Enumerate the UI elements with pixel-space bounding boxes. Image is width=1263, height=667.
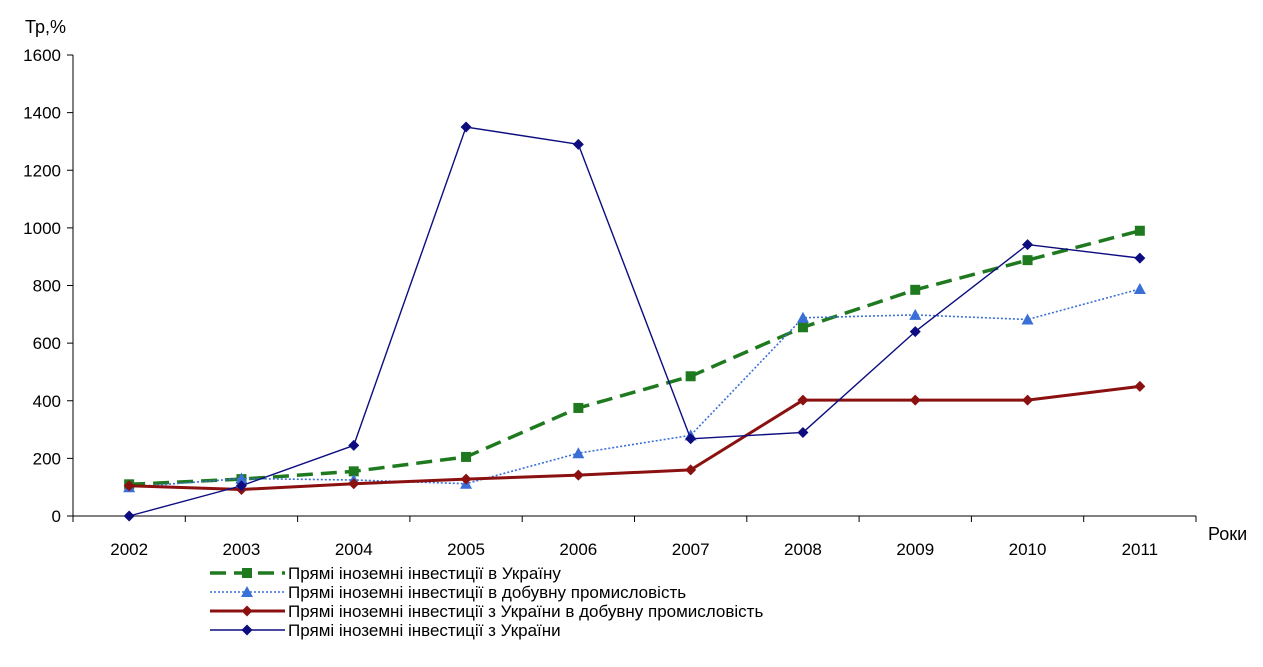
data-point xyxy=(1022,394,1034,406)
y-tick-label: 200 xyxy=(33,449,61,468)
data-point xyxy=(235,472,248,484)
data-point xyxy=(460,121,472,133)
legend-swatch-marker xyxy=(241,605,253,617)
legend-item: Прямі іноземні інвестиції з України xyxy=(210,621,561,640)
series-line xyxy=(129,384,1141,491)
y-tick-label: 1600 xyxy=(23,46,61,65)
x-tick-label: 2004 xyxy=(335,540,373,559)
data-point xyxy=(685,433,697,445)
legend-swatch-marker xyxy=(242,568,252,578)
data-point xyxy=(573,402,584,413)
x-tick-label: 2008 xyxy=(784,540,822,559)
y-tick-label: 1000 xyxy=(23,219,61,238)
data-point xyxy=(235,480,247,492)
series-line xyxy=(128,126,1140,517)
data-point xyxy=(123,480,135,492)
series-4 xyxy=(123,121,1146,522)
data-point xyxy=(572,447,585,459)
data-point xyxy=(909,308,922,320)
data-point xyxy=(909,326,921,338)
data-point xyxy=(1134,252,1146,264)
x-tick-label: 2002 xyxy=(110,540,148,559)
series-3 xyxy=(123,380,1146,495)
legend-item: Прямі іноземні інвестиції з України в до… xyxy=(210,602,763,621)
legend-item: Прямі іноземні інвестиції в Україну xyxy=(210,564,561,583)
data-point xyxy=(797,322,808,333)
x-axis-title: Роки xyxy=(1208,524,1247,544)
data-point xyxy=(1022,239,1034,251)
series-1 xyxy=(124,225,1145,490)
legend: Прямі іноземні інвестиції в УкраїнуПрямі… xyxy=(210,564,763,640)
x-ticks: 2002 2003 2004 2005 2006 2007 2008 2009 2010 2011 xyxy=(72,516,1197,559)
legend-item: Прямі іноземні інвестиції в добувну пром… xyxy=(210,583,686,602)
series-2 xyxy=(123,282,1146,493)
y-tick-label: 600 xyxy=(33,334,61,353)
y-tick-label: 0 xyxy=(52,507,61,526)
y-axis-title: Тр,% xyxy=(25,17,66,37)
series-line xyxy=(129,229,1141,487)
legend-label: Прямі іноземні інвестиції в Україну xyxy=(288,564,561,583)
legend-label: Прямі іноземні інвестиції в добувну пром… xyxy=(288,583,686,602)
x-tick-label: 2006 xyxy=(559,540,597,559)
data-point xyxy=(685,371,696,382)
data-point xyxy=(910,284,921,295)
data-point xyxy=(909,394,921,406)
data-point xyxy=(1133,282,1146,294)
y-ticks: 0 200 400 600 800 1000 1200 1400 1600 xyxy=(23,46,73,526)
data-point xyxy=(685,464,697,476)
x-tick-label: 2007 xyxy=(672,540,710,559)
data-point xyxy=(460,473,472,485)
data-point xyxy=(797,426,809,438)
data-point xyxy=(461,451,472,462)
data-point xyxy=(348,466,359,477)
x-tick-label: 2011 xyxy=(1122,540,1159,559)
data-point xyxy=(572,469,584,481)
x-tick-label: 2009 xyxy=(896,540,934,559)
series-layer xyxy=(123,121,1146,522)
data-point xyxy=(1134,225,1145,236)
data-point xyxy=(1022,255,1033,266)
series-line xyxy=(129,288,1141,488)
axes xyxy=(72,55,1196,517)
legend-label: Прямі іноземні інвестиції з України в до… xyxy=(288,602,763,621)
data-point xyxy=(796,311,809,323)
data-point xyxy=(348,439,360,451)
data-point xyxy=(797,394,809,406)
x-tick-label: 2005 xyxy=(447,540,485,559)
data-point xyxy=(1134,380,1146,392)
data-point xyxy=(348,478,360,490)
legend-label: Прямі іноземні інвестиції з України xyxy=(288,621,561,640)
data-point xyxy=(572,138,584,150)
x-tick-label: 2010 xyxy=(1009,540,1047,559)
x-tick-label: 2003 xyxy=(223,540,261,559)
legend-swatch-marker xyxy=(241,586,253,597)
y-tick-label: 1200 xyxy=(23,161,61,180)
y-tick-label: 800 xyxy=(33,277,61,296)
data-point xyxy=(1021,313,1034,325)
y-tick-label: 1400 xyxy=(23,104,61,123)
data-point xyxy=(123,510,135,522)
y-tick-label: 400 xyxy=(33,392,61,411)
legend-swatch-marker xyxy=(241,624,253,636)
